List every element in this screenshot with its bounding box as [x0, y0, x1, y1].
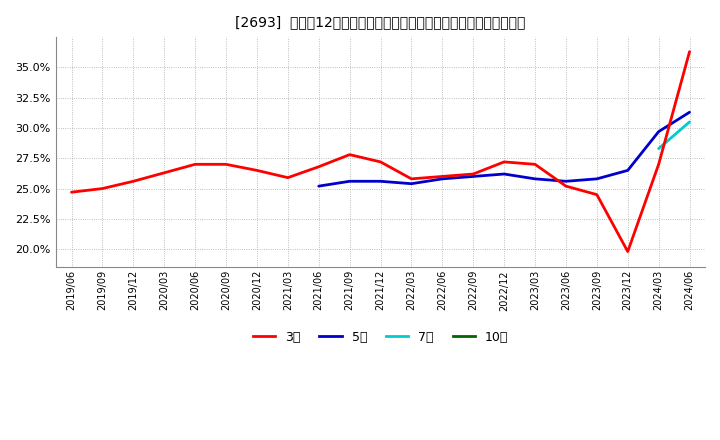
- 3年: [160, 170, 168, 176]
- 3年: [500, 159, 508, 165]
- 3年: [438, 174, 446, 179]
- Legend: 3年, 5年, 7年, 10年: 3年, 5年, 7年, 10年: [248, 326, 513, 348]
- 7年: [685, 119, 694, 125]
- 5年: [315, 183, 323, 189]
- 3年: [253, 168, 261, 173]
- 3年: [315, 164, 323, 169]
- 3年: [469, 171, 477, 176]
- 3年: [531, 161, 539, 167]
- 3年: [98, 186, 107, 191]
- 3年: [685, 49, 694, 54]
- 5年: [654, 129, 663, 134]
- Title: [2693]  売上高12か月移動合計の対前年同期増減率の標準偏差の推移: [2693] 売上高12か月移動合計の対前年同期増減率の標準偏差の推移: [235, 15, 526, 29]
- 5年: [624, 168, 632, 173]
- 5年: [346, 179, 354, 184]
- 3年: [377, 159, 385, 165]
- 5年: [438, 176, 446, 182]
- 5年: [685, 110, 694, 115]
- 3年: [654, 161, 663, 167]
- 3年: [346, 152, 354, 157]
- Line: 5年: 5年: [319, 112, 690, 186]
- 3年: [407, 176, 415, 182]
- 5年: [593, 176, 601, 182]
- 5年: [562, 179, 570, 184]
- 5年: [500, 171, 508, 176]
- 3年: [129, 179, 138, 184]
- 3年: [67, 190, 76, 195]
- 5年: [531, 176, 539, 182]
- 3年: [191, 161, 199, 167]
- Line: 3年: 3年: [71, 51, 690, 252]
- Line: 7年: 7年: [659, 122, 690, 149]
- 7年: [654, 146, 663, 151]
- 3年: [284, 175, 292, 180]
- 3年: [624, 249, 632, 254]
- 3年: [593, 192, 601, 197]
- 3年: [222, 161, 230, 167]
- 5年: [469, 174, 477, 179]
- 5年: [407, 181, 415, 187]
- 5年: [377, 179, 385, 184]
- 3年: [562, 183, 570, 189]
